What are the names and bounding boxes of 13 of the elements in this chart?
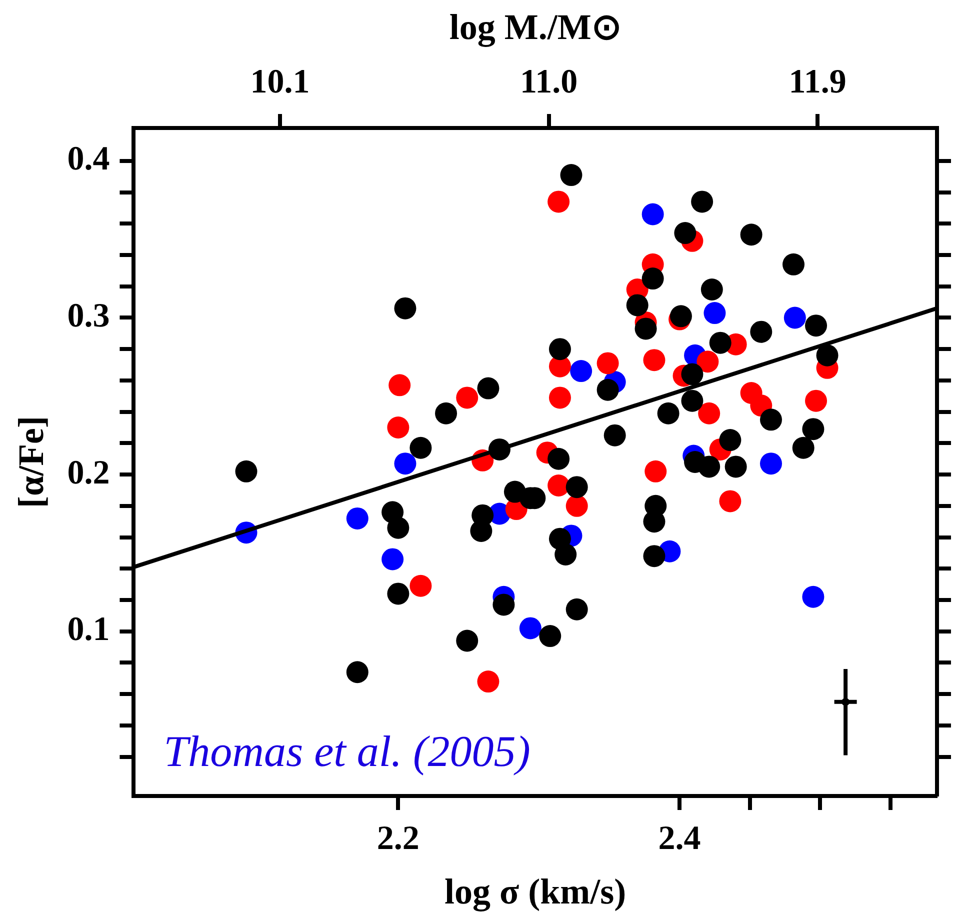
- x-axis-title: log σ (km/s): [444, 872, 626, 912]
- y-axis-title: [α/Fe]: [10, 416, 51, 508]
- x2-tick-label: 11.9: [788, 63, 846, 100]
- y-tick-label: 0.2: [67, 454, 110, 492]
- x-tick-label: 2.4: [658, 820, 701, 858]
- y-tick-label: 0.3: [67, 298, 110, 335]
- x2-tick-label: 11.0: [520, 63, 578, 100]
- x2-tick-label: 10.1: [250, 63, 310, 100]
- x-tick-label: 2.2: [376, 820, 420, 858]
- annotation: Thomas et al. (2005): [164, 727, 530, 776]
- y-tick-label: 0.4: [67, 140, 110, 178]
- y-tick-label: 0.1: [67, 611, 110, 648]
- x2-axis-title: log M./M⊙: [449, 6, 622, 47]
